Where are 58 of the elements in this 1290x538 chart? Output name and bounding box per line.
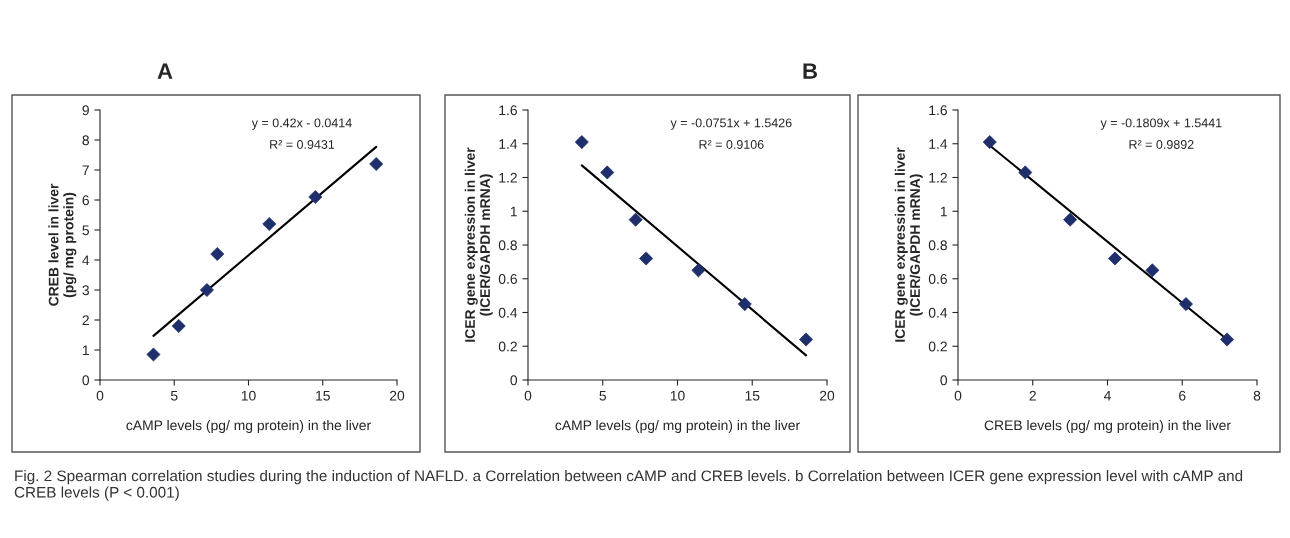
y-tick-label: 0.6	[498, 274, 517, 284]
annotation: y = -0.1809x + 1.5441	[1100, 118, 1222, 130]
x-tick-label: 10	[670, 390, 685, 401]
x-tick-label: 5	[599, 390, 607, 401]
y-tick-label: 0	[82, 375, 90, 386]
y-tick-label: 0.6	[928, 274, 947, 284]
chart-title: A	[157, 63, 173, 79]
y-tick-label: 0	[510, 375, 518, 386]
y-tick-label: 2	[82, 315, 89, 326]
y-tick-label: 0.4	[498, 307, 518, 318]
x-tick-label: 0	[524, 390, 532, 401]
y-tick-label: 6	[82, 195, 89, 206]
caption: Fig. 2 Spearman correlation studies during the induction of NAFLD. a Correlation between cAMP and CREB levels. b Correlation between ICER gene expression level with cAMP and CREB levels (P < 0.001)	[14, 470, 1243, 501]
x-tick-label: 15	[745, 390, 760, 401]
y-tick-label: 1.6	[929, 105, 947, 116]
y-tick-label: 1.4	[929, 139, 948, 149]
y-axis-title: ICER gene expression in liver (ICER/GAPDH mRNA)	[894, 147, 923, 342]
y-tick-label: 1.2	[929, 172, 947, 183]
y-tick-label: 0.4	[928, 307, 948, 318]
annotation: R² = 0.9106	[699, 140, 764, 149]
x-axis-title: cAMP levels (pg/ mg protein) in the liver	[555, 420, 800, 433]
annotation: R² = 0.9892	[1129, 140, 1194, 149]
y-tick-label: 1.4	[499, 139, 518, 149]
x-tick-label: 0	[96, 390, 104, 401]
annotation: y = -0.0751x + 1.5426	[670, 118, 792, 130]
x-tick-label: 2	[1029, 390, 1036, 401]
x-tick-label: 20	[819, 390, 835, 401]
y-tick-label: 5	[82, 225, 89, 236]
x-tick-label: 5	[170, 390, 178, 401]
y-tick-label: 8	[82, 135, 89, 146]
chart-title: B	[803, 63, 818, 79]
y-tick-label: 1	[82, 345, 89, 356]
y-axis-title: ICER gene expression in liver (ICER/GAPDH mRNA)	[464, 147, 493, 342]
y-tick-label: 1	[510, 206, 517, 217]
y-axis-title: CREB level in liver (pg/ mg protein)	[48, 183, 77, 306]
x-axis-title: cAMP levels (pg/ mg protein) in the liver	[126, 420, 371, 433]
x-tick-label: 8	[1253, 390, 1261, 401]
x-tick-label: 20	[389, 390, 405, 401]
x-tick-label: 15	[316, 390, 330, 401]
y-tick-label: 0.2	[498, 341, 517, 352]
y-tick-label: 1.2	[499, 172, 517, 183]
x-tick-label: 10	[241, 390, 256, 401]
y-tick-label: 0.2	[928, 341, 947, 352]
x-tick-label: 0	[954, 390, 962, 401]
x-tick-label: 6	[1179, 390, 1186, 401]
y-tick-label: 0.8	[928, 240, 947, 251]
y-tick-label: 3	[82, 285, 89, 296]
y-tick-label: 4	[82, 255, 90, 266]
y-tick-label: 7	[82, 165, 89, 176]
y-tick-label: 9	[82, 105, 89, 116]
annotation: R² = 0.9431	[270, 140, 335, 149]
y-tick-label: 1.6	[499, 105, 517, 116]
y-tick-label: 1	[940, 206, 947, 217]
x-tick-label: 4	[1103, 390, 1111, 401]
y-tick-label: 0.8	[498, 240, 517, 251]
annotation: y = 0.42x - 0.0414	[251, 118, 352, 130]
y-tick-label: 0	[940, 375, 948, 386]
x-axis-title: CREB levels (pg/ mg protein) in the liver	[984, 420, 1231, 433]
